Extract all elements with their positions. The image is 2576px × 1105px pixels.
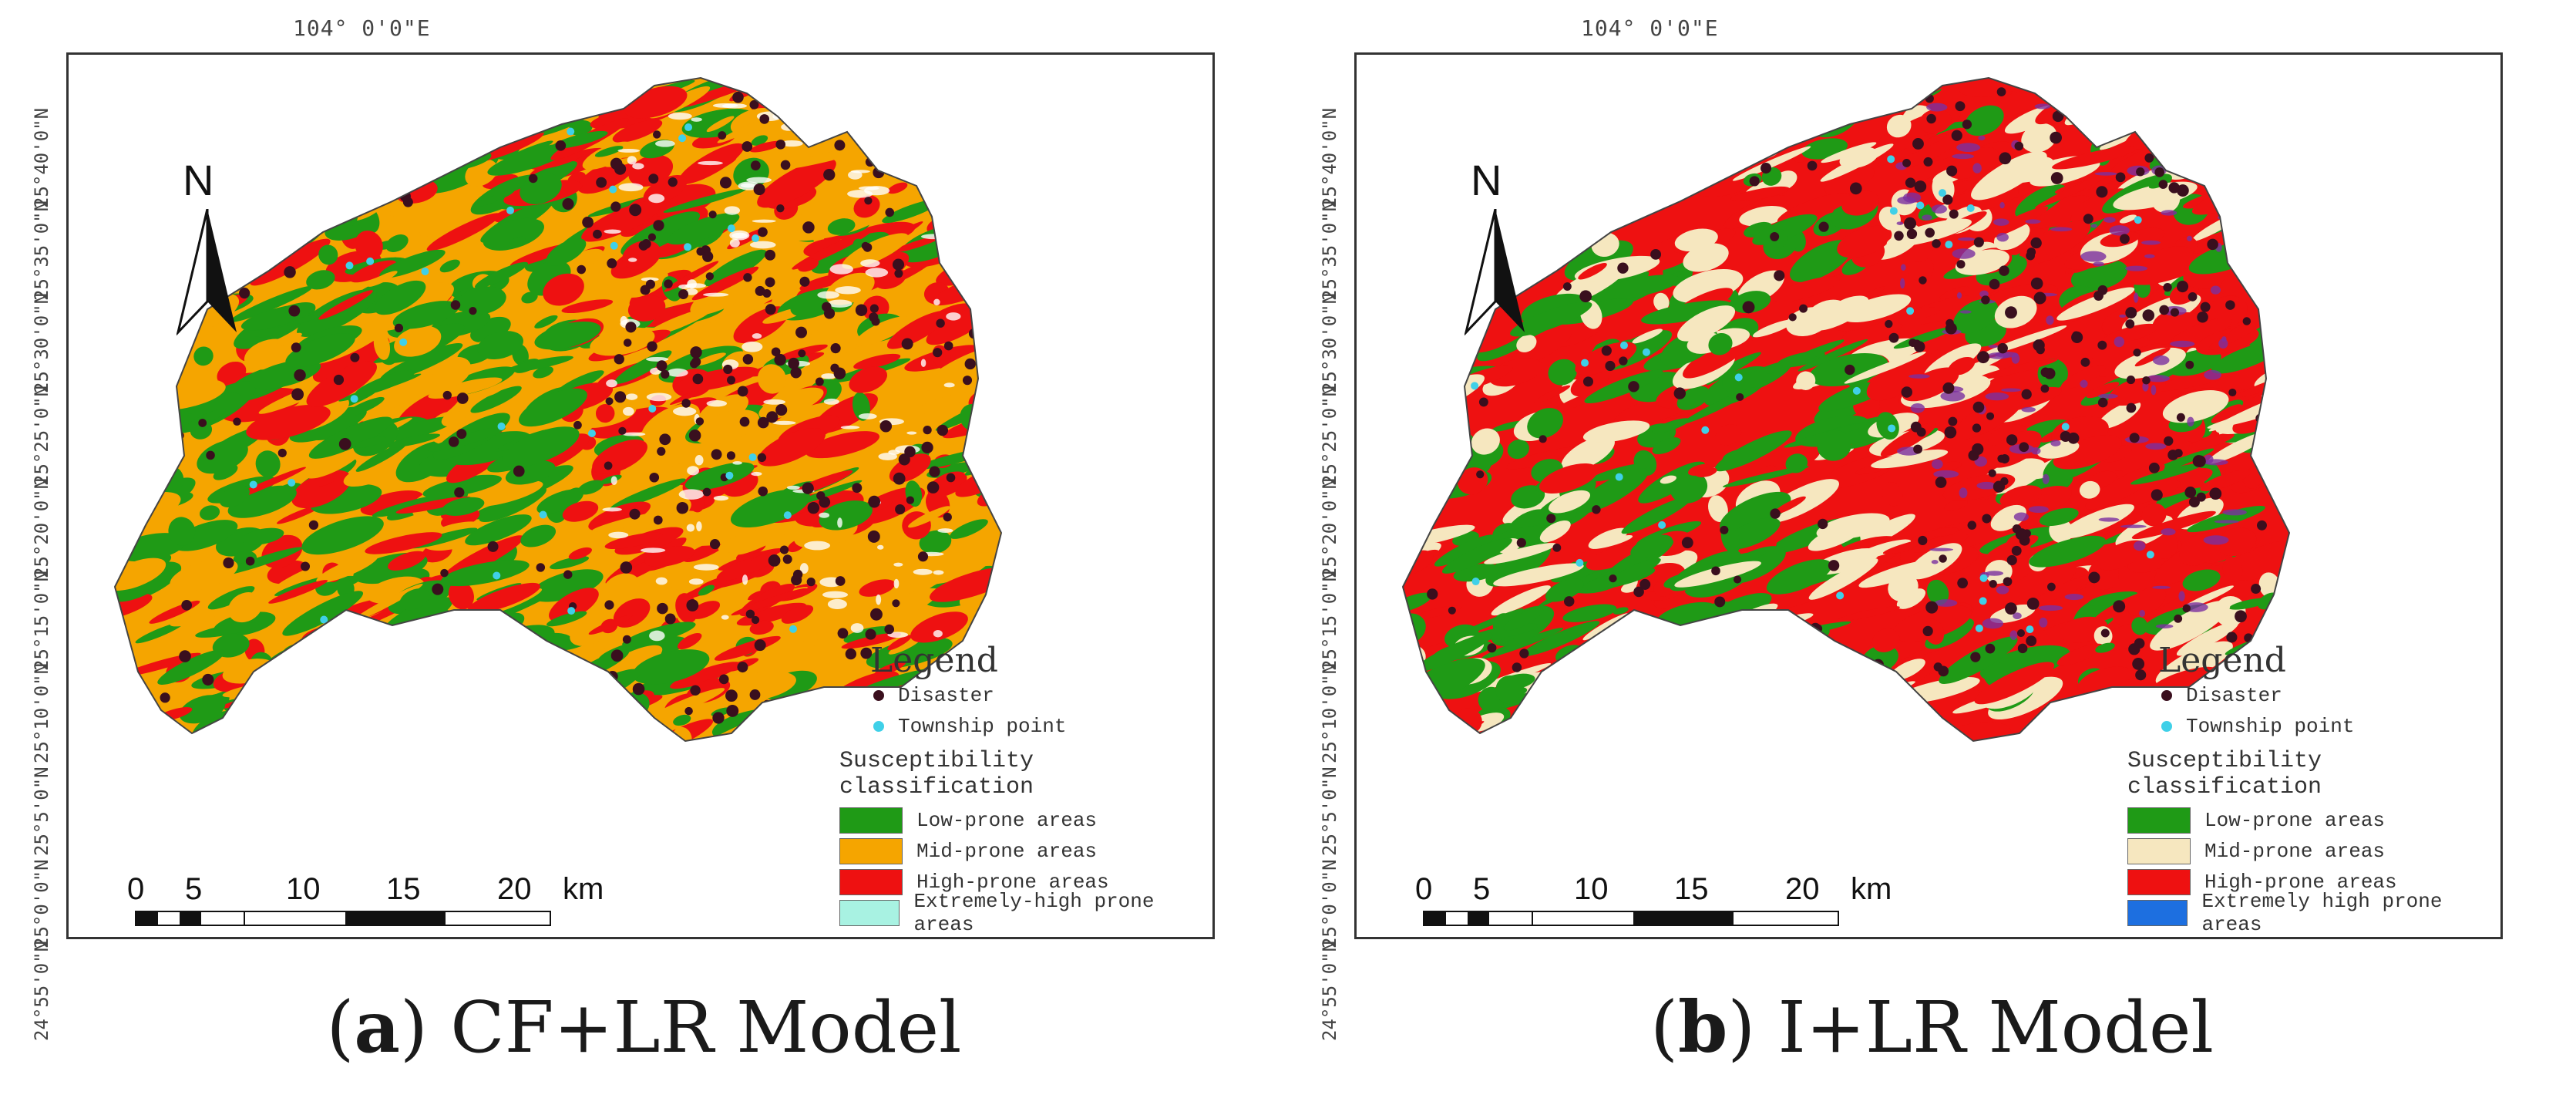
- legend-class: Low-prone areas: [839, 805, 1212, 836]
- class-swatch: [839, 807, 903, 834]
- map-panel-b: 104° 0'0"E N 0 5 10 15 20 km: [1288, 0, 2576, 1105]
- legend-class: Low-prone areas: [2127, 805, 2500, 836]
- latitude-label: 25°25'0"N: [1319, 385, 1340, 486]
- north-arrow-icon: [1465, 209, 1525, 336]
- legend-class: High-prone areas: [2127, 867, 2500, 898]
- township-dot-icon: [873, 721, 884, 732]
- latitude-label: 25°5'0"N: [31, 766, 52, 856]
- legend-class: Mid-prone areas: [839, 836, 1212, 867]
- disaster-dot-icon: [2161, 690, 2172, 701]
- map-frame: N 0 5 10 15 20 km: [1354, 52, 2503, 939]
- disaster-dot-icon: [873, 690, 884, 701]
- panel-caption: (b) I+LR Model: [1650, 985, 2214, 1069]
- susceptibility-map: [1401, 76, 2291, 743]
- scale-tick: 15: [386, 872, 421, 906]
- legend-class: Mid-prone areas: [2127, 836, 2500, 867]
- latitude-label: 25°25'0"N: [31, 385, 52, 486]
- legend-class: High-prone areas: [839, 867, 1212, 898]
- legend-class: Extremely-high prone areas: [839, 890, 1212, 936]
- legend-township: Township point: [2158, 711, 2500, 742]
- class-swatch: [839, 900, 900, 926]
- map-frame: N 0 5 10 15 20 km: [66, 52, 1215, 939]
- scale-tick: 10: [286, 872, 321, 906]
- map-legend: Legend Disaster Township point Susceptib…: [839, 641, 1212, 936]
- latitude-label: 25°40'0"N: [31, 107, 52, 208]
- legend-classification-title: Susceptibility classification: [2127, 748, 2322, 800]
- scale-tick: 10: [1574, 872, 1609, 906]
- legend-disaster: Disaster: [2158, 680, 2500, 711]
- legend-title: Legend: [870, 641, 998, 680]
- north-label: N: [183, 156, 214, 204]
- latitude-label: 25°35'0"N: [1319, 200, 1340, 301]
- scale-unit: km: [1851, 872, 1892, 906]
- latitude-label: 25°30'0"N: [1319, 292, 1340, 393]
- class-swatch: [2127, 869, 2191, 895]
- legend-township: Township point: [870, 711, 1212, 742]
- map-legend: Legend Disaster Township point Susceptib…: [2127, 641, 2500, 936]
- latitude-label: 25°10'0"N: [31, 662, 52, 763]
- latitude-label: 25°10'0"N: [1319, 662, 1340, 763]
- top-longitude-label: 104° 0'0"E: [293, 15, 431, 41]
- latitude-label: 25°40'0"N: [1319, 107, 1340, 208]
- north-arrow-icon: [177, 209, 237, 336]
- class-swatch: [2127, 838, 2191, 864]
- scale-tick: 0: [1415, 872, 1433, 906]
- latitude-label: 25°15'0"N: [31, 570, 52, 671]
- class-swatch: [2127, 807, 2191, 834]
- north-label: N: [1471, 156, 1502, 204]
- scale-tick: 5: [1473, 872, 1491, 906]
- panel-caption: (a) CF+LR Model: [326, 985, 962, 1069]
- scale-tick: 20: [497, 872, 532, 906]
- legend-title: Legend: [2158, 641, 2286, 680]
- class-swatch: [839, 838, 903, 864]
- legend-classification-title: Susceptibility classification: [839, 748, 1034, 800]
- susceptibility-map: [113, 76, 1003, 743]
- latitude-label: 25°20'0"N: [31, 477, 52, 578]
- scale-tick: 5: [185, 872, 203, 906]
- class-swatch: [839, 869, 903, 895]
- top-longitude-label: 104° 0'0"E: [1581, 15, 1719, 41]
- latitude-label: 25°5'0"N: [1319, 766, 1340, 856]
- latitude-label: 25°0'0"N: [31, 859, 52, 948]
- scale-unit: km: [563, 872, 604, 906]
- legend-class: Extremely high prone areas: [2127, 890, 2500, 936]
- latitude-label: 25°30'0"N: [31, 292, 52, 393]
- latitude-label: 25°15'0"N: [1319, 570, 1340, 671]
- legend-disaster: Disaster: [870, 680, 1212, 711]
- latitude-label: 25°35'0"N: [31, 200, 52, 301]
- scale-tick: 0: [127, 872, 145, 906]
- map-panel-a: 104° 0'0"E N 0 5 10 15 20 km: [31, 15, 1215, 1069]
- class-swatch: [2127, 900, 2188, 926]
- latitude-label: 25°0'0"N: [1319, 859, 1340, 948]
- township-dot-icon: [2161, 721, 2172, 732]
- scale-tick: 20: [1785, 872, 1820, 906]
- latitude-label: 25°20'0"N: [1319, 477, 1340, 578]
- scale-tick: 15: [1674, 872, 1709, 906]
